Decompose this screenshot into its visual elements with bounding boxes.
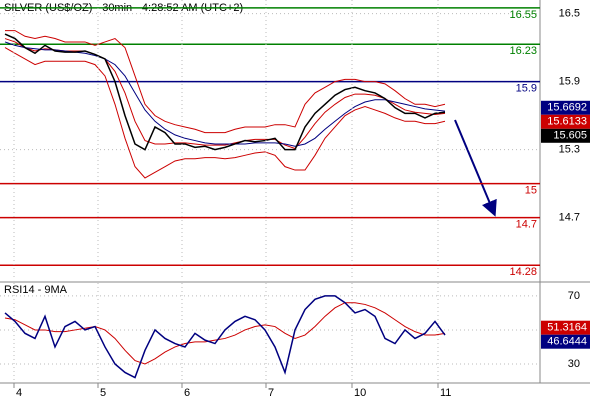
x-tick-label: 11: [440, 387, 451, 399]
series-line: [4, 47, 446, 179]
x-tick-label: 5: [100, 387, 106, 399]
last-value-box: [541, 128, 590, 143]
last-value-box: [541, 114, 590, 129]
level-label: 14.7: [516, 219, 537, 231]
level-label: 15.9: [516, 83, 537, 95]
last-value-label: 51.3164: [547, 322, 587, 334]
last-value-label: 46.6444: [547, 336, 587, 348]
series-line: [5, 30, 446, 134]
level-label: 16.55: [509, 9, 537, 21]
last-value-label: 15.6692: [547, 102, 587, 114]
series-line: [4, 295, 446, 379]
y-tick-label: 15.9: [559, 76, 580, 88]
x-tick-label: 7: [268, 387, 274, 399]
series-line: [4, 41, 446, 147]
last-value-box: [541, 320, 590, 335]
series-line: [4, 302, 446, 365]
last-value-label: 15.605: [553, 130, 587, 142]
level-label: 14.28: [509, 266, 537, 278]
y-tick-label: 16.5: [559, 8, 580, 20]
last-value-box: [541, 100, 590, 115]
forecast-arrow: [454, 119, 497, 217]
series-line: [4, 38, 446, 150]
y-tick-label: 70: [568, 290, 580, 302]
x-tick-label: 4: [16, 387, 22, 399]
rsi-title: RSI14 - 9MA: [4, 284, 68, 296]
x-tick-label: 6: [184, 387, 190, 399]
last-value-label: 15.6133: [547, 116, 587, 128]
level-label: 16.23: [509, 45, 537, 57]
level-label: 15: [525, 185, 537, 197]
last-value-box: [541, 334, 590, 349]
y-tick-label: 30: [568, 358, 580, 370]
series-line: [4, 33, 446, 151]
y-tick-label: 15.3: [559, 144, 580, 156]
y-tick-label: 14.7: [559, 212, 580, 224]
x-tick-label: 10: [354, 387, 366, 399]
